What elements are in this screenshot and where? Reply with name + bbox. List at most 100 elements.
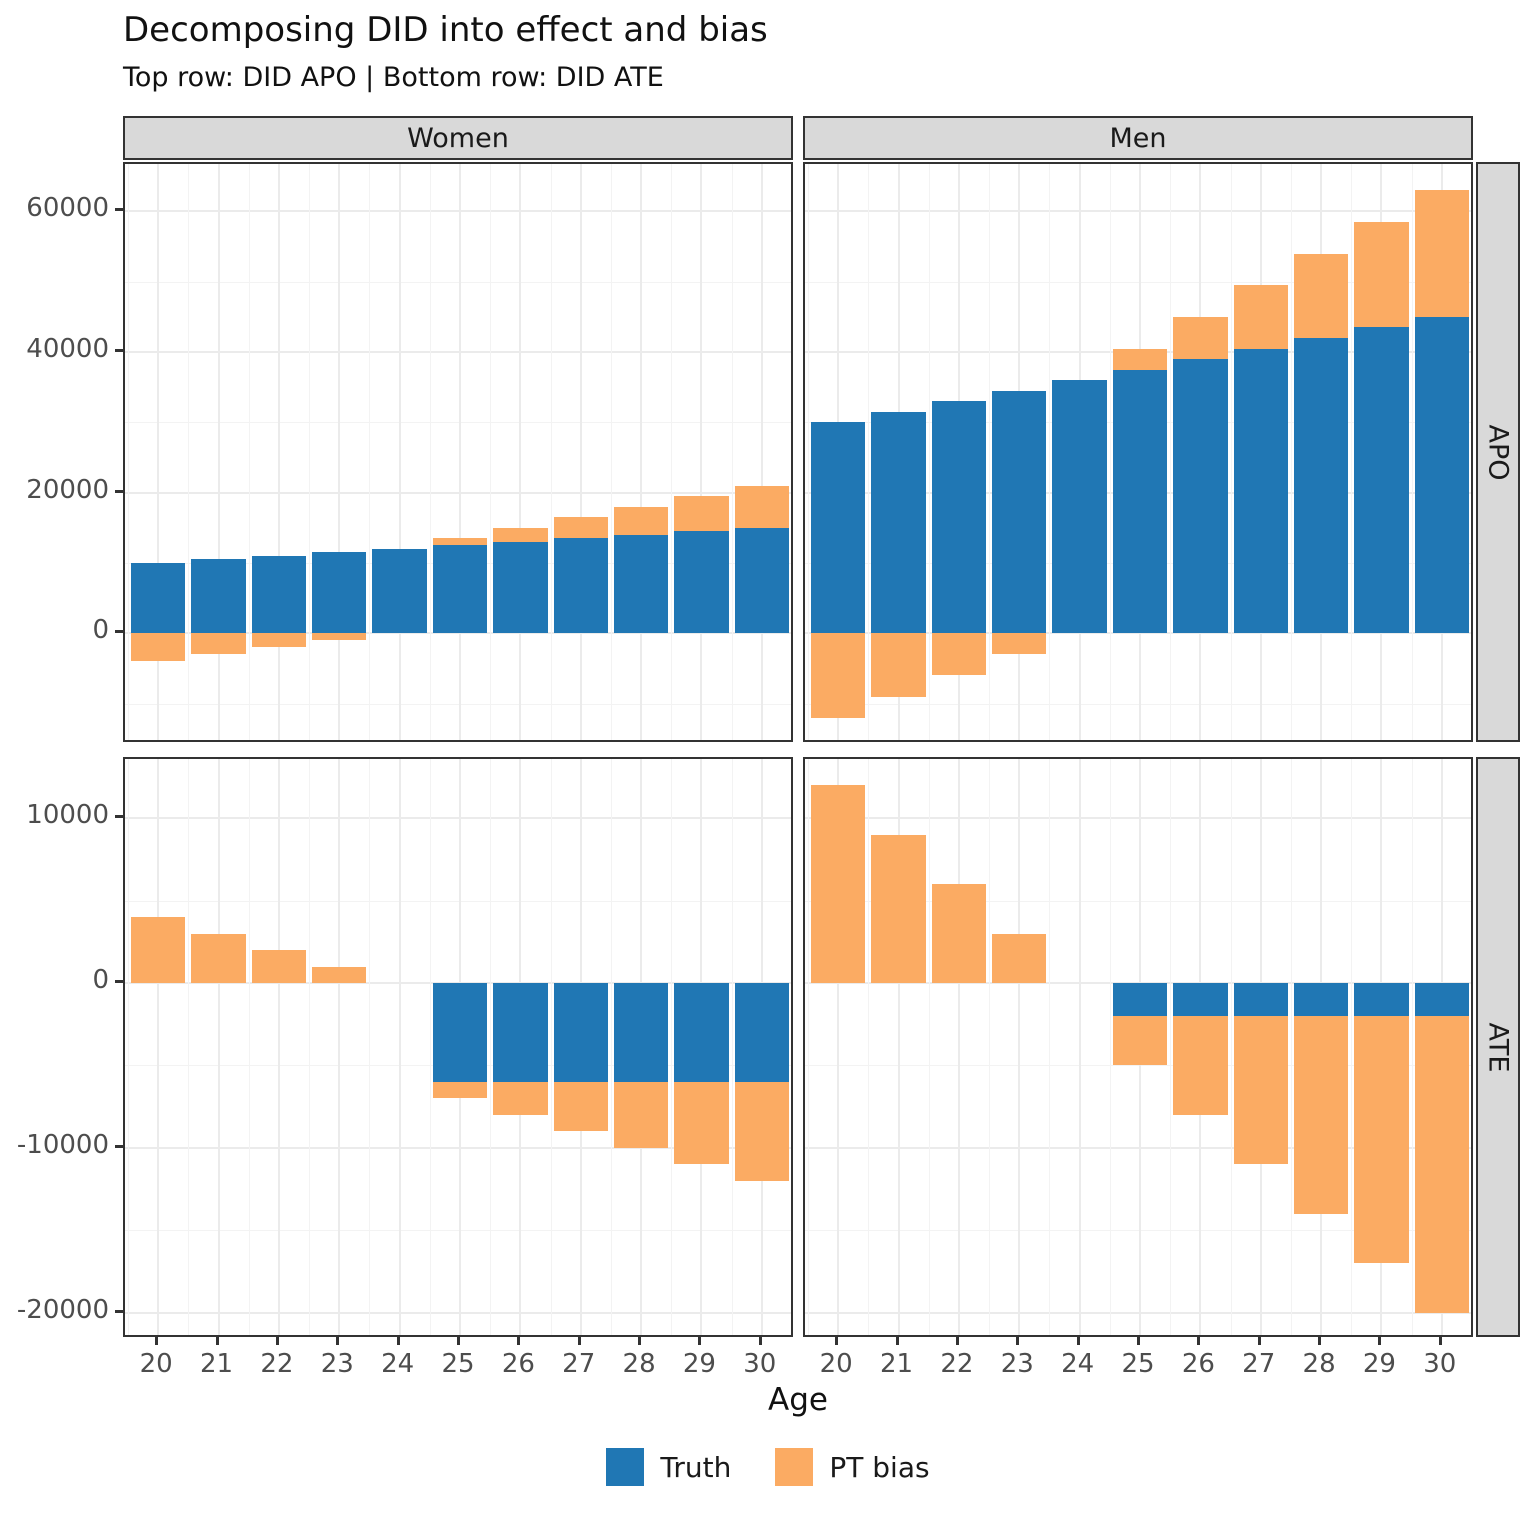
x-tick-label: 24 <box>1061 1349 1095 1379</box>
x-tick-label: 21 <box>200 1349 234 1379</box>
gridline-x-minor <box>808 759 810 1335</box>
y-tick <box>115 349 123 353</box>
gridline-x-major <box>519 164 522 740</box>
gridline-y-major <box>125 491 791 494</box>
gridline-x-minor <box>188 164 190 740</box>
x-tick <box>577 1337 581 1345</box>
bar-pt-bias <box>1112 348 1168 370</box>
x-tick <box>215 1337 219 1345</box>
y-tick <box>115 815 123 819</box>
bar-truth <box>1293 338 1349 634</box>
y-tick-label: -10000 <box>16 1129 109 1160</box>
bar-truth <box>1112 369 1168 634</box>
x-tick <box>336 1337 340 1345</box>
bar-truth <box>251 555 307 634</box>
y-tick-label: 0 <box>92 965 109 996</box>
bar-truth <box>312 552 367 634</box>
bar-truth <box>734 983 789 1082</box>
bar-truth <box>1293 983 1349 1017</box>
legend-item-truth: Truth <box>606 1448 731 1486</box>
gridline-x-minor <box>369 759 371 1335</box>
gridline-x-major <box>640 164 643 740</box>
x-tick <box>275 1337 279 1345</box>
gridline-x-minor <box>128 759 130 1335</box>
x-tick-label: 30 <box>743 1349 777 1379</box>
y-tick <box>115 208 123 212</box>
legend-label-pt-bias: PT bias <box>829 1450 930 1484</box>
gridline-x-minor <box>429 164 431 740</box>
bar-pt-bias <box>432 538 488 546</box>
gridline-y-minor <box>125 281 791 283</box>
bar-truth <box>1354 327 1409 634</box>
x-tick-label: 29 <box>1362 1349 1396 1379</box>
facet-strip-apo: APO <box>1476 162 1520 742</box>
gridline-x-major <box>157 164 160 740</box>
x-tick <box>1438 1337 1442 1345</box>
facet-strip-women-label: Women <box>407 122 509 154</box>
gridline-y-major <box>805 210 1471 213</box>
x-tick-label: 27 <box>1242 1349 1276 1379</box>
bar-pt-bias <box>432 1081 488 1099</box>
bar-pt-bias <box>871 834 926 984</box>
x-tick <box>1257 1337 1261 1345</box>
legend-item-pt-bias: PT bias <box>775 1448 930 1486</box>
bar-pt-bias <box>931 633 987 676</box>
bar-pt-bias <box>1293 1016 1349 1214</box>
x-tick-label: 22 <box>260 1349 294 1379</box>
x-tick-label: 20 <box>139 1349 173 1379</box>
gridline-x-minor <box>1049 759 1051 1335</box>
gridline-x-minor <box>188 759 190 1335</box>
bar-pt-bias <box>1354 1016 1409 1264</box>
facet-strip-women: Women <box>123 116 793 160</box>
bar-truth <box>1233 348 1288 634</box>
bar-pt-bias <box>1414 190 1469 317</box>
bar-pt-bias <box>811 633 866 718</box>
gridline-y-major <box>125 1146 791 1149</box>
chart-title: Decomposing DID into effect and bias <box>123 10 768 50</box>
gridline-x-major <box>398 164 401 740</box>
gridline-x-minor <box>309 164 311 740</box>
bar-truth <box>811 422 866 634</box>
bar-truth <box>1052 380 1107 634</box>
facet-strip-men: Men <box>803 116 1473 160</box>
gridline-x-minor <box>731 759 733 1335</box>
bar-pt-bias <box>992 633 1047 655</box>
legend-swatch-pt-bias <box>775 1448 814 1486</box>
gridline-x-major <box>338 759 341 1335</box>
facet-strip-ate: ATE <box>1476 757 1520 1337</box>
bar-truth <box>1112 983 1168 1017</box>
bar-truth <box>1233 983 1288 1017</box>
gridline-y-major <box>125 1311 791 1314</box>
gridline-y-minor <box>125 422 791 424</box>
gridline-y-minor <box>805 1230 1471 1232</box>
gridline-x-minor <box>1351 759 1353 1335</box>
bar-truth <box>432 545 488 634</box>
facet-panel-women-apo <box>123 162 793 742</box>
x-tick <box>955 1337 959 1345</box>
x-tick <box>835 1337 839 1345</box>
y-tick <box>115 630 123 634</box>
gridline-x-minor <box>1109 164 1111 740</box>
gridline-x-minor <box>490 164 492 740</box>
gridline-x-minor <box>792 164 793 742</box>
bar-pt-bias <box>1173 316 1228 360</box>
bar-truth <box>553 983 608 1082</box>
bar-pt-bias <box>131 917 186 984</box>
gridline-x-minor <box>1230 759 1232 1335</box>
x-tick <box>758 1337 762 1345</box>
bar-pt-bias <box>312 966 367 984</box>
gridline-x-major <box>579 164 582 740</box>
gridline-x-minor <box>731 164 733 740</box>
x-tick-label: 26 <box>501 1349 535 1379</box>
gridline-y-minor <box>805 1065 1471 1067</box>
bar-pt-bias <box>251 950 307 984</box>
bar-pt-bias <box>992 933 1047 984</box>
bar-pt-bias <box>931 884 987 984</box>
gridline-x-minor <box>248 164 250 740</box>
bar-truth <box>1173 359 1228 634</box>
x-tick <box>457 1337 460 1345</box>
x-tick <box>1197 1337 1201 1345</box>
gridline-x-major <box>277 759 280 1335</box>
gridline-x-minor <box>550 759 552 1335</box>
gridline-x-minor <box>309 759 311 1335</box>
